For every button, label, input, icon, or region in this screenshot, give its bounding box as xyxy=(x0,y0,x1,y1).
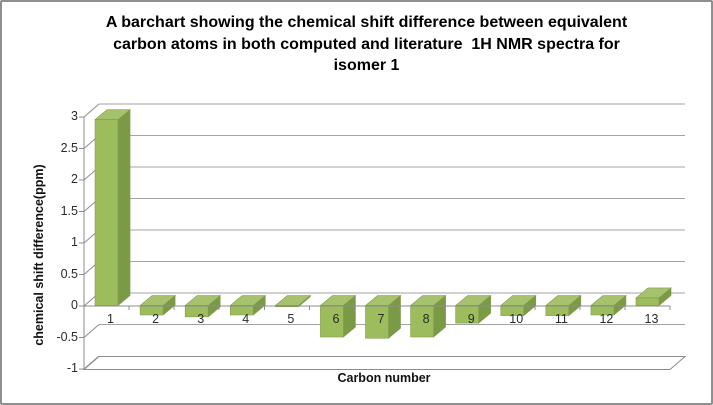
bar-side-face xyxy=(117,109,131,307)
x-axis-title: Carbon number xyxy=(337,371,431,385)
x-tick-label: 11 xyxy=(554,312,568,326)
x-tick-label: 8 xyxy=(422,312,430,326)
y-tick-label: 2.5 xyxy=(60,140,78,155)
chart-title-line: carbon atoms in both computed and litera… xyxy=(113,35,620,53)
x-tick-label: 1 xyxy=(107,312,114,326)
x-tick-label: 7 xyxy=(377,312,385,326)
x-tick-label: 6 xyxy=(332,312,340,326)
y-tick-label: 0.5 xyxy=(60,266,78,281)
x-tick-label: 13 xyxy=(644,312,659,326)
x-tick-label: 2 xyxy=(152,312,160,326)
x-tick-label: 10 xyxy=(509,312,524,326)
x-tick-label: 4 xyxy=(242,312,250,326)
chart-title-line: A barchart showing the chemical shift di… xyxy=(105,14,628,31)
x-tick-label: 9 xyxy=(467,312,475,326)
chart-title: A barchart showing the chemical shift di… xyxy=(32,12,701,77)
y-tick-label: 0 xyxy=(71,298,78,312)
y-tick-label: -1 xyxy=(66,361,78,375)
bar-front-face xyxy=(94,119,119,306)
depth-connector-line xyxy=(83,324,100,338)
y-tick-label: -0.5 xyxy=(56,329,78,344)
bar-front-face xyxy=(635,297,660,306)
x-tick-label: 5 xyxy=(287,312,295,326)
x-tick-label: 3 xyxy=(197,312,205,326)
depth-connector-line xyxy=(83,103,100,118)
x-tick-label: 12 xyxy=(599,312,614,326)
chart-title-line: isomer 1 xyxy=(333,57,400,74)
y-tick-label: 1.5 xyxy=(60,203,78,218)
y-tick-label: 3 xyxy=(71,109,78,123)
floor-plane xyxy=(82,356,687,370)
y-tick-label: 2 xyxy=(71,172,78,186)
y-tick-label: 1 xyxy=(71,235,78,249)
